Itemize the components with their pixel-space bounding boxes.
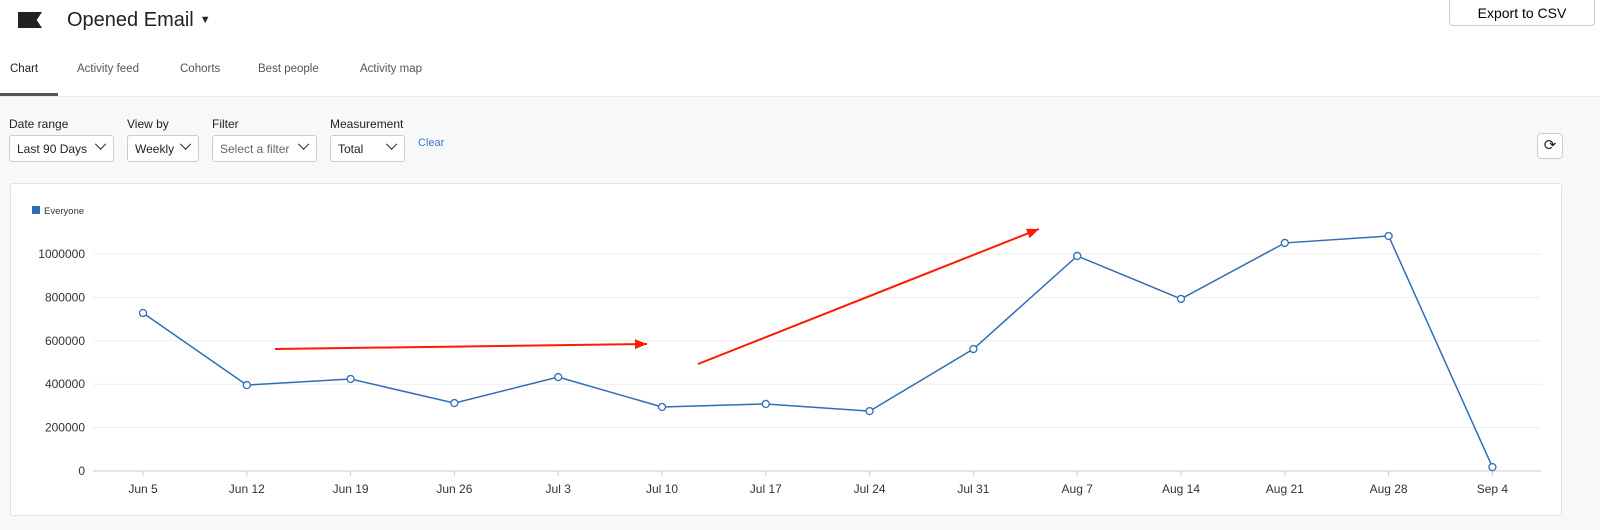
clear-link[interactable]: Clear (418, 137, 445, 149)
tab-cohorts[interactable]: Cohorts (180, 63, 221, 75)
x-tick-label: Sep 4 (1477, 482, 1509, 496)
series-line-everyone (142, 235, 1494, 468)
tab-bar: Chart Activity feed Cohorts Best people … (0, 56, 1600, 97)
filter-select[interactable]: Select a filter (212, 135, 317, 162)
view-by-select[interactable]: Weekly (127, 135, 199, 162)
data-point (1176, 294, 1186, 304)
tab-best-people[interactable]: Best people (258, 63, 319, 75)
y-tick-label: 1000000 (38, 247, 85, 261)
x-tick-label: Jul 3 (546, 482, 572, 496)
view-by-value: Weekly (135, 142, 175, 156)
data-point (1073, 251, 1082, 261)
x-tick-label: Jun 19 (333, 482, 369, 496)
x-tick-label: Jun 26 (436, 482, 472, 496)
arrowhead-icon (634, 339, 647, 350)
x-tick-label: Aug 21 (1266, 482, 1304, 496)
tab-chart[interactable]: Chart (10, 63, 39, 75)
active-tab-indicator (0, 93, 58, 96)
x-tick-label: Aug 7 (1062, 482, 1094, 496)
view-by-label: View by (127, 117, 169, 131)
filter-group: Filter Select a filter (212, 117, 317, 162)
chevron-down-icon (385, 138, 398, 150)
data-point (242, 380, 251, 390)
caret-down-icon: ▼ (199, 14, 211, 26)
tab-activity-map[interactable]: Activity map (360, 63, 422, 75)
date-range-select[interactable]: Last 90 Days (9, 135, 114, 162)
date-range-label: Date range (9, 117, 69, 131)
filter-label: Filter (212, 117, 239, 131)
date-range-group: Date range Last 90 Days (9, 117, 114, 162)
x-tick-label: Jun 5 (128, 482, 158, 496)
legend-label: Everyone (44, 206, 84, 217)
data-point (138, 308, 148, 318)
x-tick-label: Jun 12 (229, 482, 265, 496)
data-point (657, 402, 667, 412)
logo (18, 12, 42, 28)
x-tick-label: Aug 14 (1162, 482, 1200, 496)
data-point (761, 399, 770, 409)
filter-area: Date range Last 90 Days View by Weekly F… (0, 97, 1600, 530)
export-csv-button[interactable]: Export to CSV (1449, 0, 1595, 26)
measurement-group: Measurement Total (330, 117, 405, 162)
measurement-select[interactable]: Total (330, 135, 405, 162)
data-point (969, 344, 978, 354)
data-point (450, 398, 459, 408)
chart-panel: 0 200000 400000 600000 800000 1000000 Jun 5 Jun… (10, 183, 1562, 516)
x-tick-label: Jul 17 (750, 482, 782, 496)
arrowhead-icon (1026, 228, 1039, 239)
x-tick-label: Aug 28 (1370, 482, 1408, 496)
x-tick-label: Jul 24 (854, 482, 886, 496)
date-range-value: Last 90 Days (17, 142, 88, 156)
chevron-down-icon (179, 138, 192, 150)
data-point (1488, 462, 1497, 472)
x-tick-label: Jul 31 (957, 482, 989, 496)
chevron-down-icon (94, 138, 107, 150)
filter-value: Select a filter (220, 142, 290, 156)
metric-selector[interactable]: Opened Email ▼ (67, 9, 211, 32)
y-tick-label: 600000 (45, 334, 85, 348)
annotation-arrow (697, 228, 1040, 365)
line-chart: 0 200000 400000 600000 800000 1000000 Jun 5 Jun… (32, 206, 1541, 496)
annotation-arrow (274, 343, 648, 350)
data-point (554, 372, 563, 382)
data-point (346, 374, 355, 384)
tab-activity-feed[interactable]: Activity feed (77, 63, 139, 75)
measurement-label: Measurement (330, 117, 404, 131)
data-point (1280, 238, 1289, 248)
legend-swatch (32, 206, 40, 214)
x-tick-label: Jul 10 (646, 482, 678, 496)
y-tick-label: 800000 (45, 290, 85, 304)
data-point (1384, 231, 1393, 241)
page-title: Opened Email (67, 9, 194, 31)
y-tick-label: 200000 (45, 421, 85, 435)
refresh-button[interactable]: ⟳ (1537, 133, 1563, 159)
view-by-group: View by Weekly (127, 117, 199, 162)
y-tick-label: 0 (78, 464, 85, 478)
measurement-value: Total (338, 142, 364, 156)
refresh-icon: ⟳ (1543, 137, 1557, 154)
chevron-down-icon (297, 138, 310, 150)
data-point (865, 406, 874, 416)
y-tick-label: 400000 (45, 377, 85, 391)
